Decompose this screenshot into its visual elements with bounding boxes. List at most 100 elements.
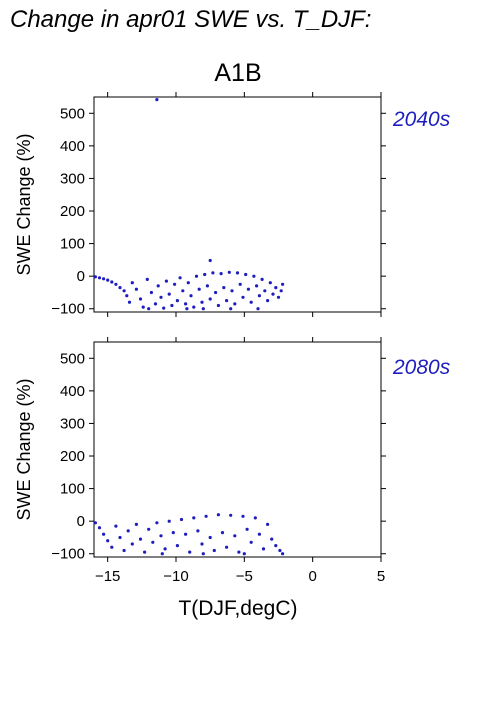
data-point — [245, 527, 249, 531]
data-point — [114, 524, 118, 528]
data-point — [235, 271, 240, 275]
data-point — [229, 307, 233, 311]
data-point — [203, 272, 207, 277]
data-point — [238, 282, 242, 286]
data-point — [145, 277, 149, 281]
data-point — [208, 258, 212, 263]
data-point — [184, 532, 188, 536]
data-point — [178, 276, 182, 280]
data-point — [106, 539, 110, 543]
y-tick-label: 300 — [60, 415, 85, 432]
figure-title: Change in apr01 SWE vs. T_DJF: — [10, 6, 371, 33]
data-point — [263, 289, 267, 293]
data-point — [118, 286, 122, 290]
y-tick-label: 0 — [77, 268, 85, 285]
data-point — [170, 303, 174, 308]
data-point — [155, 521, 159, 525]
data-point — [256, 307, 260, 311]
data-point — [271, 292, 275, 296]
data-point — [208, 297, 212, 301]
data-point — [173, 282, 177, 286]
data-point — [114, 282, 118, 286]
data-point — [266, 299, 270, 303]
data-point — [102, 532, 106, 536]
data-point — [97, 276, 102, 280]
data-point — [274, 286, 278, 290]
y-tick-label: −100 — [51, 546, 85, 563]
y-tick-label: 400 — [60, 138, 85, 155]
data-point — [225, 299, 229, 303]
data-point — [162, 306, 166, 310]
panel-2040s: −100 0 100 200 300 400 500 SWE Change (%) 2040s — [14, 92, 451, 318]
data-point — [201, 552, 205, 556]
data-point — [125, 294, 129, 298]
data-point — [149, 290, 153, 295]
data-point — [110, 280, 114, 284]
data-point — [230, 289, 234, 293]
data-point — [147, 307, 151, 311]
data-point — [257, 294, 261, 298]
x-tick-label: −5 — [236, 568, 253, 585]
data-point — [252, 274, 256, 278]
data-point — [253, 516, 257, 520]
data-point — [242, 552, 246, 556]
data-point — [171, 531, 175, 535]
data-point — [156, 284, 160, 288]
x-axis-label: T(DJF,degC) — [178, 597, 297, 620]
data-point — [281, 552, 285, 556]
data-point — [241, 295, 245, 299]
y-tick-label: 200 — [60, 448, 85, 465]
y-tick-label: 100 — [60, 236, 85, 253]
data-point — [196, 529, 200, 533]
data-point — [179, 517, 184, 522]
data-point — [200, 300, 204, 304]
data-point — [155, 98, 159, 102]
data-point — [159, 534, 163, 538]
x-tick-label: −10 — [163, 568, 188, 585]
data-point — [141, 305, 145, 309]
data-point — [167, 292, 171, 296]
y-tick-label: −100 — [51, 301, 85, 318]
data-point — [244, 272, 248, 277]
data-point — [163, 547, 167, 551]
data-point — [97, 526, 102, 530]
y-tick-label: 100 — [60, 481, 85, 498]
data-point — [93, 521, 97, 525]
data-point — [219, 272, 223, 276]
data-point — [181, 289, 185, 293]
x-tick-label: 0 — [308, 568, 316, 585]
data-point — [274, 544, 278, 548]
data-point — [246, 287, 250, 291]
data-point — [278, 548, 282, 553]
data-point — [270, 537, 274, 541]
data-point — [212, 548, 216, 553]
data-point — [216, 303, 220, 308]
data-point — [185, 307, 189, 311]
data-point — [249, 540, 253, 544]
x-tick-label: −15 — [95, 568, 120, 585]
data-point — [276, 295, 281, 299]
data-point — [204, 514, 208, 518]
data-point — [261, 547, 266, 551]
data-point — [266, 522, 270, 527]
data-point — [189, 294, 193, 298]
data-point — [216, 513, 220, 517]
y-axis-label: SWE Change (%) — [14, 133, 34, 275]
data-point — [255, 284, 259, 288]
data-point — [211, 271, 215, 275]
data-point — [257, 532, 261, 536]
data-point — [151, 540, 155, 544]
data-point — [249, 300, 253, 304]
data-point — [229, 513, 233, 517]
plot-frame — [93, 96, 382, 313]
data-point — [260, 277, 264, 281]
data-point — [268, 281, 272, 285]
y-tick-label: 500 — [60, 350, 85, 367]
data-point — [153, 302, 158, 306]
data-point — [106, 278, 110, 282]
data-point — [143, 550, 147, 554]
data-point — [134, 287, 138, 291]
data-point — [159, 295, 163, 299]
data-point — [127, 300, 132, 304]
